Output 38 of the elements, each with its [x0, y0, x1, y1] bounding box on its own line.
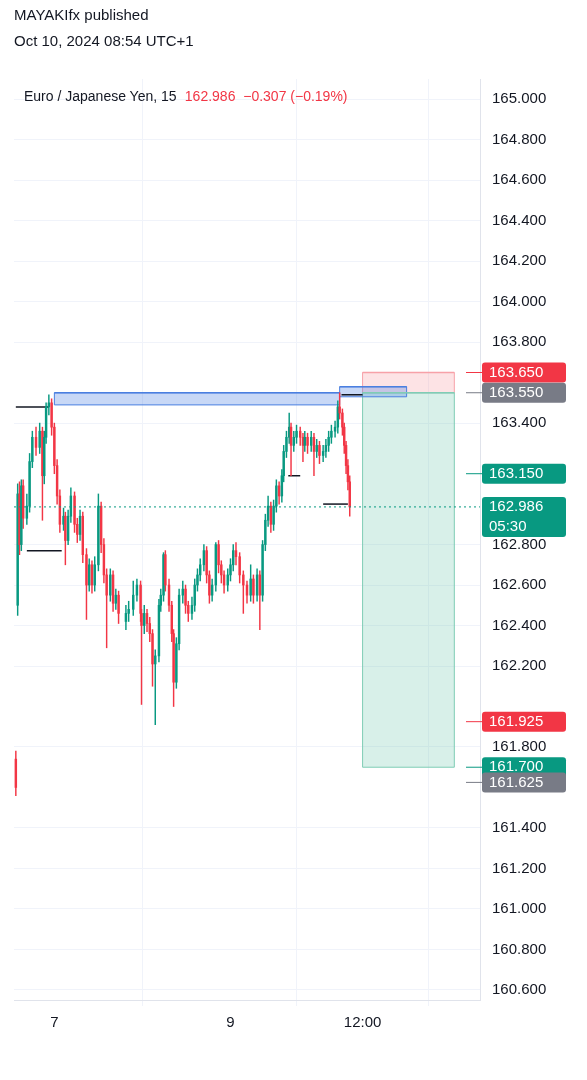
y-tick-label: 164.200 — [492, 251, 547, 269]
candlestick — [252, 574, 255, 604]
candlestick — [249, 564, 252, 602]
y-tick-label: 162.600 — [492, 575, 547, 593]
candlestick — [318, 441, 321, 464]
candlestick — [38, 422, 41, 454]
y-tick-label: 165.000 — [492, 89, 547, 107]
x-tick-label: 12:00 — [343, 1013, 382, 1031]
y-tick-label: 160.600 — [492, 980, 547, 998]
y-tick-label: 162.200 — [492, 656, 547, 674]
ref-line-label: 163.550 — [489, 382, 544, 400]
y-tick-label: 162.800 — [492, 534, 547, 552]
y-tick-label: 162.400 — [492, 615, 547, 633]
y-tick-label: 161.400 — [492, 818, 547, 836]
x-tick-label: 7 — [50, 1013, 59, 1031]
annotation: Euro / Japanese Yen, 15 — [24, 87, 177, 104]
ref-line-label: 161.625 — [489, 772, 544, 790]
y-tick-label: 163.800 — [492, 332, 547, 350]
chart-subtitle: Oct 10, 2024 08:54 UTC+1 — [14, 32, 194, 49]
candlestick — [109, 568, 112, 602]
y-tick-label: 161.000 — [492, 899, 547, 917]
ref-line-label: 163.150 — [489, 463, 544, 481]
chart-title: MAYAKIfx published — [14, 6, 149, 23]
candlestick — [242, 570, 245, 614]
annotation: 162.986 −0.307 (−0.19%) — [184, 87, 348, 104]
ref-line-label: 161.700 — [489, 757, 544, 775]
ref-line-label: 163.650 — [489, 362, 544, 380]
y-tick-label: 163.400 — [492, 413, 547, 431]
y-tick-label: 164.000 — [492, 291, 547, 309]
ref-line-label: 161.925 — [489, 711, 544, 729]
x-tick-label: 9 — [226, 1013, 235, 1031]
y-tick-label: 161.200 — [492, 858, 547, 876]
ref-line-label: 162.986 05:30 — [489, 497, 544, 535]
y-tick-label: 160.800 — [492, 939, 547, 957]
y-tick-label: 164.600 — [492, 170, 547, 188]
y-tick-label: 161.800 — [492, 737, 547, 755]
y-tick-label: 164.800 — [492, 129, 547, 147]
y-tick-label: 164.400 — [492, 210, 547, 228]
